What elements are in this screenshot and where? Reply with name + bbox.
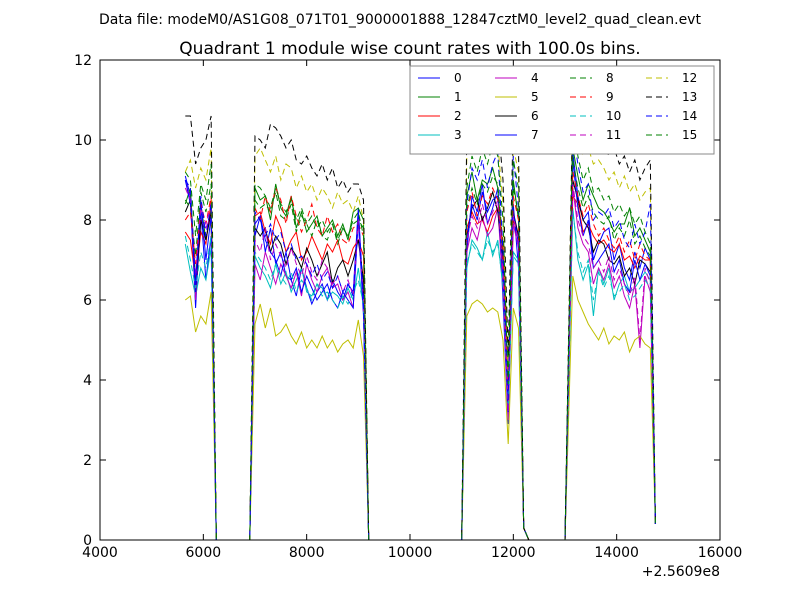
legend-label-9: 9 <box>606 90 614 104</box>
series-line-8 <box>184 159 656 541</box>
legend-label-15: 15 <box>682 128 697 142</box>
chart-title: Quadrant 1 module wise count rates with … <box>179 39 640 59</box>
legend-label-0: 0 <box>454 71 462 85</box>
x-tick-label: 10000 <box>388 545 433 561</box>
series-line-15 <box>184 123 656 541</box>
series-line-14 <box>184 131 656 541</box>
x-tick-label: 4000 <box>82 545 118 561</box>
y-tick-label: 12 <box>74 53 92 69</box>
y-tick-label: 8 <box>83 213 92 229</box>
tick-layer: 4000 6000 8000 10000 12000 14000 1600002468101… <box>74 53 742 561</box>
legend-label-10: 10 <box>606 109 621 123</box>
y-tick-label: 0 <box>83 533 92 549</box>
x-tick-label: 14000 <box>594 545 639 561</box>
y-tick-label: 2 <box>83 453 92 469</box>
figure-title: Data file: modeM0/AS1G08_071T01_90000018… <box>99 12 701 28</box>
legend-label-12: 12 <box>682 71 697 85</box>
x-tick-label: 6000 <box>186 545 222 561</box>
legend-label-14: 14 <box>682 109 697 123</box>
x-tick-label: 8000 <box>289 545 325 561</box>
legend-label-11: 11 <box>606 128 621 142</box>
x-axis-offset-label: +2.5609e8 <box>642 564 720 580</box>
legend-label-7: 7 <box>531 128 539 142</box>
legend-label-13: 13 <box>682 90 697 104</box>
legend-label-3: 3 <box>454 128 462 142</box>
legend-label-8: 8 <box>606 71 614 85</box>
plot-frame <box>99 59 721 541</box>
y-tick-label: 6 <box>83 293 92 309</box>
y-tick-label: 10 <box>74 133 92 149</box>
legend-label-2: 2 <box>454 109 462 123</box>
x-tick-label: 16000 <box>698 545 743 561</box>
x-tick-label: 12000 <box>491 545 536 561</box>
legend-label-5: 5 <box>531 90 539 104</box>
legend-box <box>409 65 715 155</box>
legend-label-4: 4 <box>531 71 539 85</box>
legend-label-6: 6 <box>531 109 539 123</box>
legend-label-1: 1 <box>454 90 462 104</box>
y-tick-label: 4 <box>83 373 92 389</box>
